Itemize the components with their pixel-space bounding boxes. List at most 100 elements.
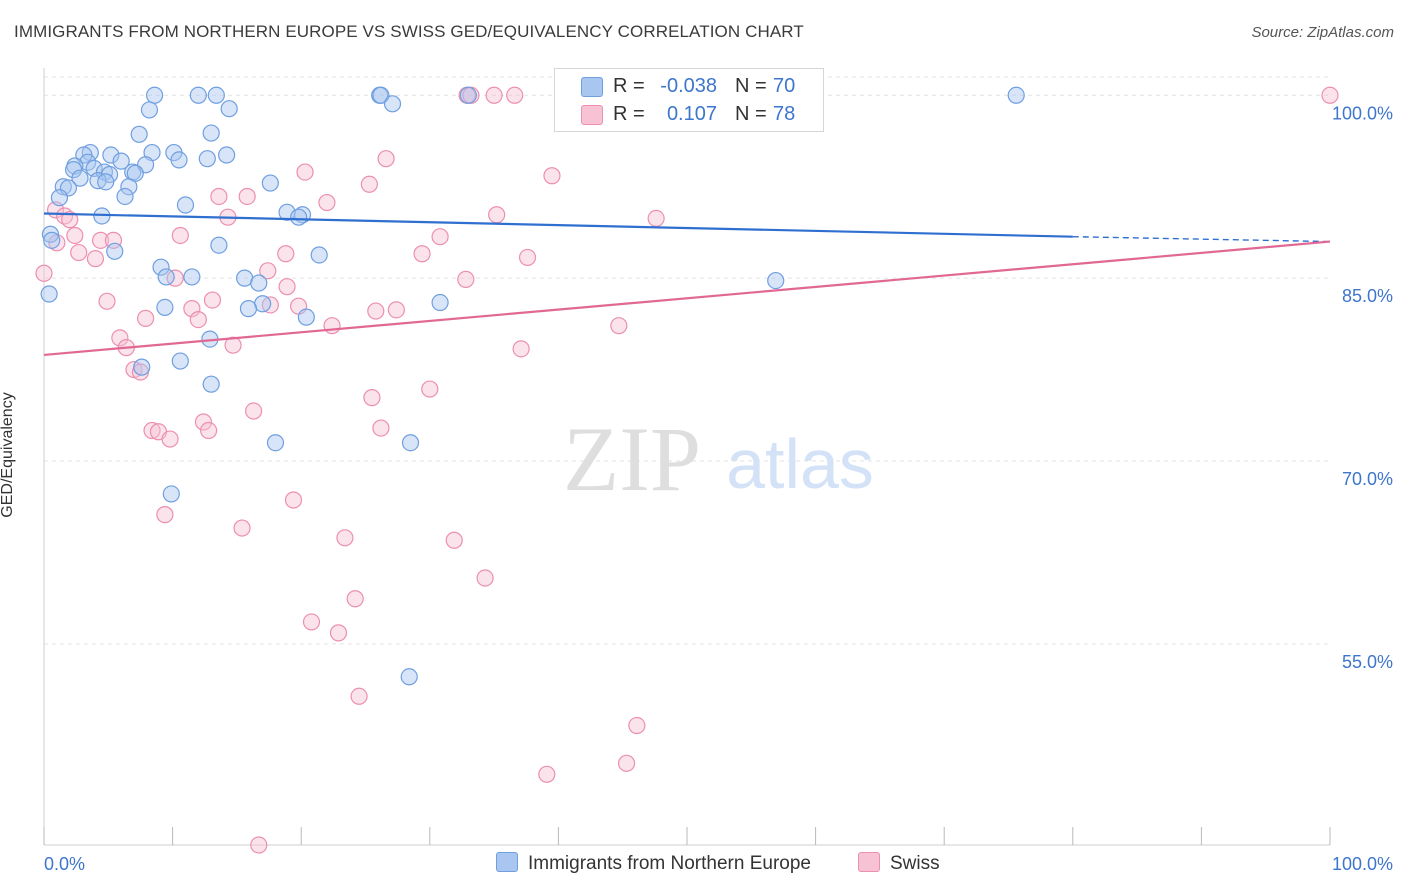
data-point[interactable]: [79, 153, 97, 171]
data-point[interactable]: [336, 529, 354, 547]
legend-item-northern-europe[interactable]: Immigrants from Northern Europe: [496, 852, 811, 875]
data-point[interactable]: [64, 161, 83, 179]
data-point[interactable]: [200, 421, 218, 440]
data-point[interactable]: [284, 491, 303, 509]
data-point[interactable]: [512, 340, 530, 358]
data-point[interactable]: [156, 298, 174, 316]
data-point[interactable]: [421, 380, 439, 398]
data-point[interactable]: [310, 246, 328, 264]
data-point[interactable]: [198, 150, 216, 168]
data-point[interactable]: [120, 178, 138, 196]
data-point[interactable]: [318, 193, 336, 212]
legend-item-swiss[interactable]: Swiss: [858, 852, 940, 875]
data-point[interactable]: [166, 269, 184, 287]
data-point[interactable]: [647, 209, 665, 228]
data-point[interactable]: [518, 248, 537, 267]
data-point[interactable]: [617, 754, 636, 772]
data-point[interactable]: [290, 208, 308, 226]
data-point[interactable]: [171, 226, 189, 245]
data-point[interactable]: [66, 226, 84, 245]
data-point[interactable]: [250, 836, 268, 854]
data-point[interactable]: [176, 196, 195, 214]
data-point[interactable]: [628, 716, 646, 735]
data-point[interactable]: [157, 268, 175, 286]
data-point[interactable]: [61, 211, 79, 229]
data-point[interactable]: [329, 624, 348, 642]
data-point[interactable]: [140, 101, 159, 119]
data-point[interactable]: [203, 291, 222, 309]
data-point[interactable]: [1007, 86, 1025, 104]
data-point[interactable]: [116, 187, 134, 206]
data-point[interactable]: [41, 225, 60, 243]
data-point[interactable]: [259, 262, 277, 280]
data-point[interactable]: [171, 352, 189, 370]
data-point[interactable]: [297, 308, 315, 326]
data-point[interactable]: [35, 264, 53, 282]
data-point[interactable]: [302, 613, 321, 631]
data-point[interactable]: [431, 228, 449, 246]
data-point[interactable]: [97, 173, 115, 191]
data-point[interactable]: [220, 100, 238, 118]
data-point[interactable]: [43, 231, 61, 249]
data-point[interactable]: [476, 569, 494, 587]
data-point[interactable]: [372, 86, 390, 104]
data-point[interactable]: [767, 271, 785, 290]
data-point[interactable]: [152, 258, 170, 276]
data-point[interactable]: [161, 430, 179, 448]
data-point[interactable]: [261, 174, 279, 192]
data-point[interactable]: [506, 86, 524, 104]
data-point[interactable]: [266, 434, 285, 452]
data-point[interactable]: [445, 531, 463, 549]
data-point[interactable]: [162, 485, 180, 503]
data-point[interactable]: [346, 590, 364, 608]
data-point[interactable]: [277, 245, 295, 263]
data-point[interactable]: [136, 309, 155, 327]
data-point[interactable]: [218, 146, 236, 164]
data-point[interactable]: [102, 146, 120, 164]
data-point[interactable]: [401, 434, 420, 452]
data-point[interactable]: [202, 375, 220, 393]
data-point[interactable]: [233, 519, 251, 537]
data-point[interactable]: [210, 187, 228, 206]
data-point[interactable]: [143, 421, 161, 440]
data-point[interactable]: [238, 187, 256, 206]
data-point[interactable]: [183, 268, 201, 286]
data-point[interactable]: [145, 86, 164, 104]
data-point[interactable]: [239, 300, 258, 318]
data-point[interactable]: [86, 250, 105, 268]
data-point[interactable]: [98, 292, 116, 310]
data-point[interactable]: [538, 765, 556, 783]
data-point[interactable]: [383, 95, 402, 113]
data-point[interactable]: [431, 293, 449, 312]
data-point[interactable]: [377, 150, 395, 168]
data-point[interactable]: [130, 125, 148, 143]
data-point[interactable]: [91, 231, 110, 249]
data-point[interactable]: [350, 687, 368, 705]
data-point[interactable]: [457, 270, 475, 288]
data-point[interactable]: [360, 175, 378, 193]
data-point[interactable]: [363, 389, 381, 407]
data-point[interactable]: [488, 206, 506, 224]
data-point[interactable]: [413, 245, 431, 263]
data-point[interactable]: [133, 358, 151, 376]
data-point[interactable]: [170, 151, 188, 169]
data-point[interactable]: [189, 310, 207, 329]
data-point[interactable]: [194, 413, 213, 431]
data-point[interactable]: [400, 668, 418, 686]
data-point[interactable]: [207, 86, 225, 104]
data-point[interactable]: [40, 285, 58, 303]
data-point[interactable]: [50, 189, 69, 207]
data-point[interactable]: [189, 86, 207, 104]
data-point[interactable]: [459, 86, 477, 104]
data-point[interactable]: [296, 163, 314, 181]
data-point[interactable]: [210, 236, 228, 254]
data-point[interactable]: [245, 402, 263, 420]
data-point[interactable]: [202, 124, 220, 142]
data-point[interactable]: [156, 506, 174, 524]
data-point[interactable]: [485, 86, 503, 104]
data-point[interactable]: [367, 302, 385, 320]
data-point[interactable]: [543, 167, 561, 185]
data-point[interactable]: [1321, 86, 1339, 104]
data-point[interactable]: [610, 317, 628, 335]
data-point[interactable]: [278, 278, 296, 296]
